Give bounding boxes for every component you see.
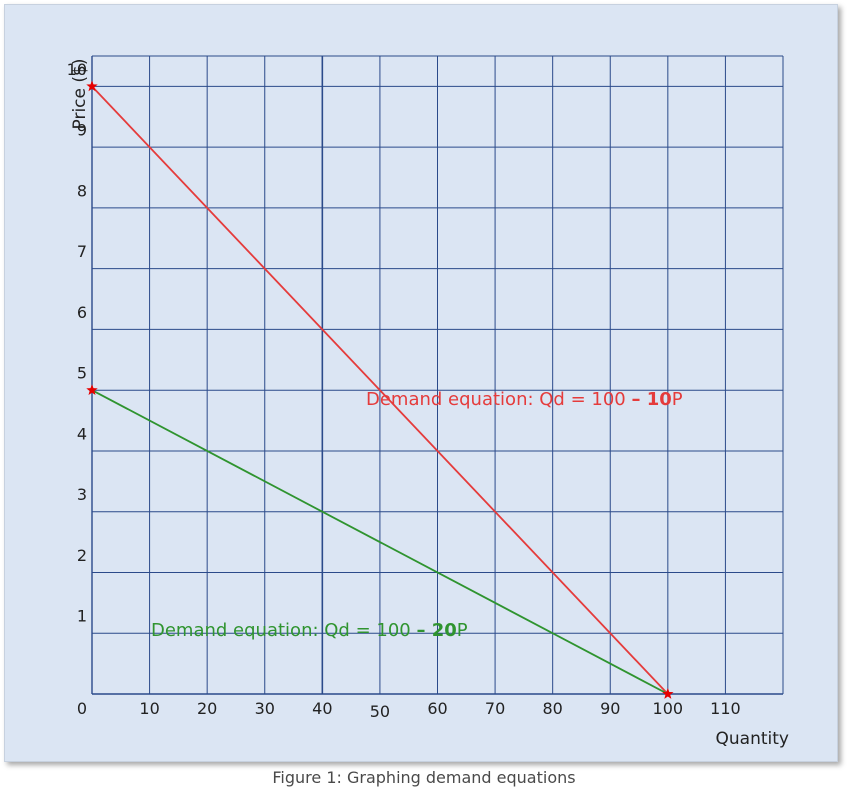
x-tick-110: 110 xyxy=(710,699,741,718)
y-tick-5: 5 xyxy=(77,364,87,383)
series-label-bold: – 10 xyxy=(631,389,671,410)
y-tick-10: 10 xyxy=(67,60,87,79)
y-tick-4: 4 xyxy=(77,424,87,443)
y-tick-6: 6 xyxy=(77,303,87,322)
y-tick-7: 7 xyxy=(77,242,87,261)
series-label-text: Demand equation: Qd = 100 xyxy=(151,620,416,641)
star-marker-1 xyxy=(86,80,98,92)
series-label-tail: P xyxy=(457,620,468,641)
star-marker-3 xyxy=(662,688,674,699)
x-tick-90: 90 xyxy=(600,699,620,718)
series-label-1: Demand equation: Qd = 100 – 10P xyxy=(366,389,683,410)
x-axis-label: Quantity xyxy=(716,729,789,749)
x-tick-80: 80 xyxy=(542,699,562,718)
x-tick-10: 10 xyxy=(139,699,159,718)
x-tick-50: 50 xyxy=(370,702,390,721)
y-tick-labels: 1 2 3 4 5 6 7 8 9 10 xyxy=(67,60,87,626)
y-tick-9: 9 xyxy=(77,121,87,140)
star-marker-2 xyxy=(86,384,98,396)
y-tick-8: 8 xyxy=(77,181,87,200)
series-label-tail: P xyxy=(672,389,683,410)
y-tick-2: 2 xyxy=(77,546,87,565)
x-tick-20: 20 xyxy=(197,699,217,718)
series-label-bold: – 20 xyxy=(416,620,456,641)
x-tick-labels: 0 10 20 30 40 50 60 70 80 90 100 110 xyxy=(77,699,741,721)
y-axis-label: Price ($) xyxy=(70,59,90,130)
demand-lines xyxy=(91,85,669,695)
demand-line-2 xyxy=(91,389,669,695)
figure-caption: Figure 1: Graphing demand equations xyxy=(272,768,576,787)
series-label-text: Demand equation: Qd = 100 xyxy=(366,389,631,410)
grid xyxy=(92,55,784,694)
x-tick-60: 60 xyxy=(427,699,447,718)
point-markers xyxy=(86,80,674,699)
x-tick-30: 30 xyxy=(255,699,275,718)
y-tick-3: 3 xyxy=(77,485,87,504)
x-tick-0: 0 xyxy=(77,699,87,718)
x-tick-100: 100 xyxy=(653,699,684,718)
y-tick-1: 1 xyxy=(77,607,87,626)
series-label-2: Demand equation: Qd = 100 – 20P xyxy=(151,620,468,641)
x-tick-70: 70 xyxy=(485,699,505,718)
demand-line-1 xyxy=(91,85,669,695)
chart-panel xyxy=(4,4,838,762)
x-tick-40: 40 xyxy=(312,699,332,718)
